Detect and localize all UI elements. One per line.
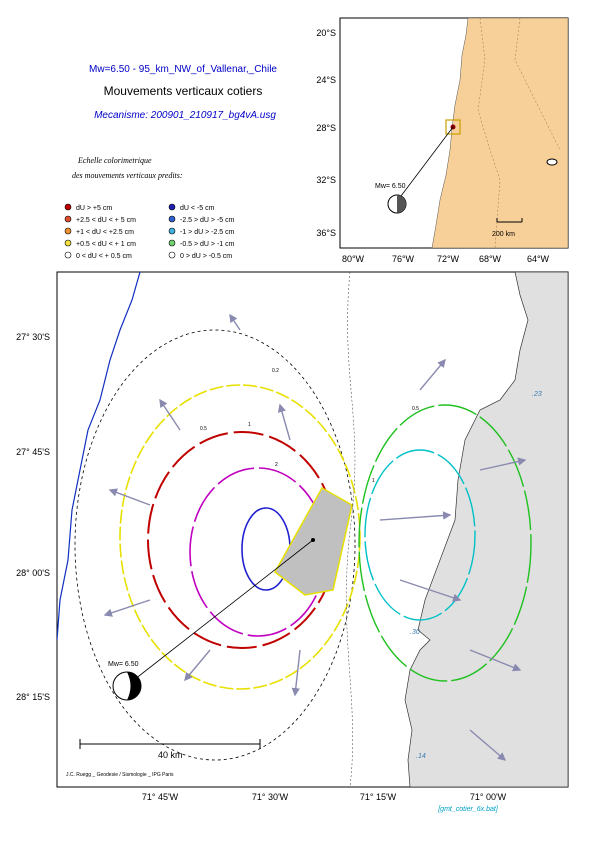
lat-label: 20°S bbox=[316, 28, 336, 38]
lon-label: 68°W bbox=[479, 254, 502, 264]
lat-label: 27° 30'S bbox=[16, 332, 50, 342]
station-label: .14 bbox=[416, 753, 426, 760]
legend-label: -2.5 > dU > -5 cm bbox=[180, 217, 235, 224]
inset-magnitude: Mw= 6.50 bbox=[375, 183, 406, 190]
legend-swatch bbox=[64, 203, 72, 211]
contour-labels: 0.5 1 2 0.5 1 0.2 .23 .30 .14 bbox=[200, 368, 542, 760]
legend-label: +1 < dU < +2.5 cm bbox=[76, 229, 134, 236]
contour-label: 1 bbox=[372, 478, 375, 484]
legend-swatch bbox=[168, 215, 176, 223]
lat-label: 24°S bbox=[316, 75, 336, 85]
contour-label: 1 bbox=[248, 422, 251, 428]
script-name: [gmt_cotier_6x.bat] bbox=[437, 806, 499, 813]
lat-label: 27° 45'S bbox=[16, 447, 50, 457]
lon-label: 64°W bbox=[527, 254, 550, 264]
legend-heading: des mouvements verticaux predits: bbox=[72, 171, 183, 180]
legend-label: 0 > dU > -0.5 cm bbox=[180, 253, 232, 260]
lon-label: 76°W bbox=[392, 254, 415, 264]
lat-label: 28°S bbox=[316, 123, 336, 133]
contour-label: 2 bbox=[275, 462, 278, 468]
legend-heading: Echelle colorimetrique bbox=[77, 156, 152, 165]
legend-label: -0.5 > dU > -1 cm bbox=[180, 241, 235, 248]
inset-scale: 200 km bbox=[492, 231, 515, 238]
legend-swatch bbox=[64, 251, 72, 259]
legend-swatch bbox=[168, 251, 176, 259]
station-label: .23 bbox=[532, 391, 542, 398]
main-lon-labels: 71° 45'W 71° 30'W 71° 15'W 71° 00'W bbox=[142, 792, 507, 802]
legend-label: -1 > dU > -2.5 cm bbox=[180, 229, 235, 236]
station-label: .30 bbox=[410, 629, 420, 636]
legend-swatch bbox=[64, 215, 72, 223]
title: Mw=6.50 - 95_km_NW_of_Vallenar,_Chile bbox=[89, 64, 277, 75]
legend-swatch bbox=[64, 227, 72, 235]
legend-label: dU < -5 cm bbox=[180, 205, 215, 212]
subtitle: Mouvements verticaux cotiers bbox=[104, 84, 263, 98]
legend-label: +2.5 < dU < + 5 cm bbox=[76, 217, 136, 224]
legend-label: dU > +5 cm bbox=[76, 205, 112, 212]
contour-label: 0.5 bbox=[200, 426, 207, 432]
legend-swatch bbox=[168, 239, 176, 247]
lat-label: 28° 00'S bbox=[16, 568, 50, 578]
legend: dU > +5 cm +2.5 < dU < + 5 cm +1 < dU < +2… bbox=[64, 203, 235, 260]
contour-label: 0.2 bbox=[272, 368, 279, 374]
mechanism: Mecanisme: 200901_210917_bg4vA.usg bbox=[94, 110, 276, 121]
legend-label: 0 < dU < + 0.5 cm bbox=[76, 253, 132, 260]
lat-label: 32°S bbox=[316, 175, 336, 185]
lon-label: 71° 45'W bbox=[142, 792, 179, 802]
credit: J.C. Ruegg _ Geodesie / Sismologie _ IPG… bbox=[66, 772, 174, 778]
legend-swatch bbox=[168, 203, 176, 211]
lon-label: 72°W bbox=[437, 254, 460, 264]
inset-lat-labels: 20°S 24°S 28°S 32°S 36°S bbox=[316, 28, 336, 238]
inset-map: Mw= 6.50 200 km bbox=[339, 17, 569, 249]
lon-label: 71° 15'W bbox=[360, 792, 397, 802]
main-lat-labels: 27° 30'S 27° 45'S 28° 00'S 28° 15'S bbox=[16, 332, 50, 702]
lon-label: 71° 30'W bbox=[252, 792, 289, 802]
main-magnitude: Mw= 6.50 bbox=[108, 661, 139, 668]
lat-label: 28° 15'S bbox=[16, 692, 50, 702]
main-map: Mw= 6.50 40 km J.C. Ruegg _ Geodesie / S… bbox=[56, 271, 569, 788]
lat-label: 36°S bbox=[316, 228, 336, 238]
lon-label: 71° 00'W bbox=[470, 792, 507, 802]
legend-label: +0.5 < dU < + 1 cm bbox=[76, 241, 136, 248]
lon-label: 80°W bbox=[342, 254, 365, 264]
inset-lon-labels: 80°W 76°W 72°W 68°W 64°W bbox=[342, 254, 550, 264]
legend-swatch bbox=[168, 227, 176, 235]
legend-swatch bbox=[64, 239, 72, 247]
contour-label: 0.5 bbox=[412, 406, 419, 412]
main-scale: 40 km bbox=[158, 750, 183, 760]
